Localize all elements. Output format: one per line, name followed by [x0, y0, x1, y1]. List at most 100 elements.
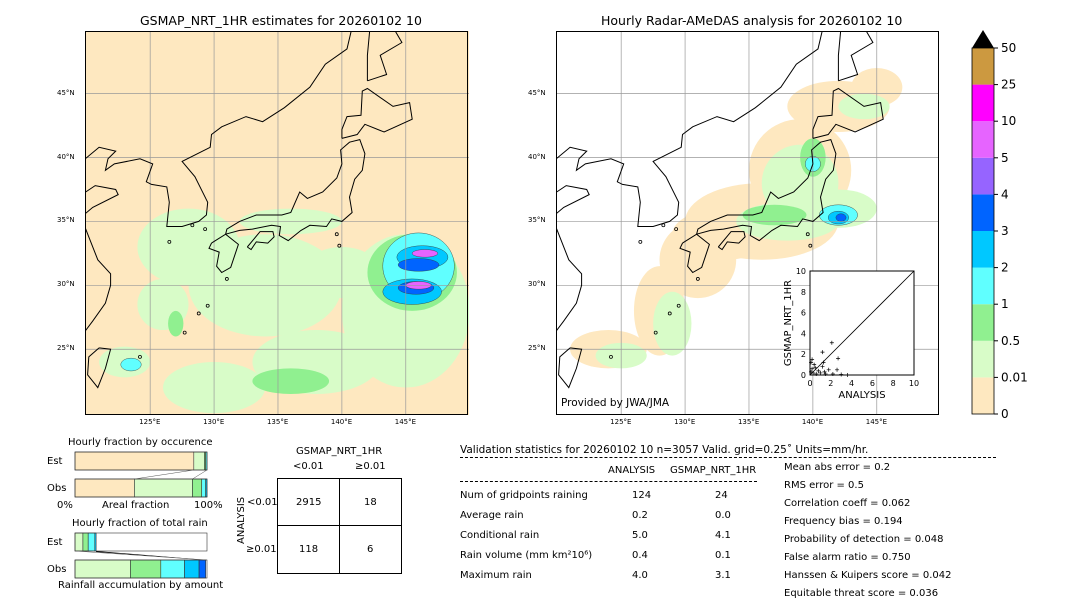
lat-tick-label: 45°N: [528, 88, 546, 97]
island: [167, 239, 172, 244]
scatter-point: [810, 357, 815, 362]
colorbar-extend-arrow: [972, 30, 994, 48]
obs-label-2: Obs: [47, 564, 67, 575]
colorbar-swatch: [972, 340, 994, 378]
island: [205, 303, 210, 308]
stats-analysis-value: 0.4: [632, 550, 648, 561]
rain-area: [252, 368, 330, 394]
lon-tick-label: 140°E: [801, 418, 824, 426]
coastline-kyushu: [679, 233, 710, 274]
fraction-segment: [94, 532, 97, 552]
scatter-point: [811, 370, 816, 375]
fraction-segment: [192, 478, 203, 498]
scatter-ylabel: GSMAP_NRT_1HR: [783, 280, 794, 366]
credit-text: Provided by JWA/JMA: [561, 397, 670, 409]
y-tick-label: 4: [801, 329, 806, 338]
stats-gsmap-value: 0.0: [715, 510, 731, 521]
fraction-segment: [74, 532, 84, 552]
stats-col-analysis: ANALYSIS: [608, 465, 656, 476]
one-to-one-line: [809, 270, 915, 376]
connector: [134, 469, 194, 480]
island: [653, 330, 658, 335]
x-tick-label: 4: [849, 379, 854, 388]
stats-analysis-value: 0.2: [632, 510, 648, 521]
ct-row-0: <0.01: [247, 497, 278, 508]
score-line: Correlation coeff = 0.062: [784, 498, 911, 509]
map-frame: [85, 31, 468, 415]
x-tick-label: 10: [909, 379, 919, 388]
rain-area: [120, 357, 142, 372]
scatter-point: [845, 373, 850, 377]
fraction-segment: [74, 559, 131, 579]
rain-area: [168, 310, 184, 337]
coastline-shandong: [85, 185, 119, 215]
island: [808, 243, 813, 248]
ct-cell: 6: [367, 544, 374, 555]
bar-frame: [74, 559, 208, 579]
scatter-point: [835, 367, 840, 372]
coastline-mainland: [85, 31, 352, 227]
island: [695, 277, 700, 281]
scatter-point: [818, 370, 823, 375]
lon-tick-label: 135°E: [266, 418, 289, 426]
stats-analysis-value: 4.0: [632, 570, 648, 581]
score-line: Hanssen & Kuipers score = 0.042: [784, 570, 952, 581]
scatter-point: [813, 365, 818, 370]
score-line: Frequency bias = 0.194: [784, 516, 903, 527]
island: [182, 330, 187, 335]
colorbar-label: 10: [1001, 114, 1016, 128]
coastline-honshu: [696, 139, 837, 242]
stats-col-gsmap: GSMAP_NRT_1HR: [670, 465, 757, 476]
bar-frame: [74, 478, 208, 498]
y-tick-label: 6: [801, 309, 806, 318]
island: [661, 223, 666, 228]
coastline-shikoku: [246, 231, 275, 251]
accumulation-label: Rainfall accumulation by amount: [58, 580, 224, 591]
ct-title: GSMAP_NRT_1HR: [296, 446, 383, 457]
coastline-china_s: [85, 225, 112, 333]
stats-row-label: Num of gridpoints raining: [460, 490, 588, 501]
score-line: Equitable threat score = 0.036: [784, 588, 939, 599]
colorbar-label: 4: [1001, 187, 1009, 201]
est-label: Est: [47, 456, 63, 467]
colorbar-label: 5: [1001, 151, 1009, 165]
scatter-xlabel: ANALYSIS: [838, 390, 885, 401]
stats-gsmap-value: 3.1: [715, 570, 731, 581]
ct-cell: 18: [364, 497, 377, 508]
colorbar-swatch: [972, 84, 994, 122]
colorbar-swatch: [972, 304, 994, 341]
lat-tick-label: 35°N: [528, 216, 546, 225]
x-tick-label: 0: [807, 379, 812, 388]
ct-col-1: ≥0.01: [355, 461, 386, 472]
x-tick-label: 8: [891, 379, 896, 388]
colorbar-label: 1: [1001, 297, 1009, 311]
coastline-hokkaido: [341, 87, 413, 139]
stats-header: Validation statistics for 20260102 10 n=…: [460, 444, 869, 456]
lon-tick-label: 125°E: [139, 418, 161, 426]
y-tick-label: 10: [796, 267, 806, 276]
colorbar-swatch: [972, 194, 994, 231]
coastline-shandong: [556, 185, 590, 215]
fraction-segment: [201, 478, 206, 498]
stats-gsmap-value: 0.1: [715, 550, 731, 561]
colorbar-label: 2: [1001, 261, 1009, 275]
lat-tick-label: 45°N: [57, 88, 75, 97]
coastline-mainland: [556, 31, 823, 227]
colorbar-swatch: [972, 48, 994, 85]
island: [203, 227, 208, 231]
y-tick-label: 2: [801, 350, 806, 359]
ct-cell: 2915: [296, 497, 322, 508]
scatter-point: [820, 364, 825, 369]
fraction-segment: [87, 532, 96, 552]
fraction-segment: [74, 478, 135, 498]
fraction-segment: [74, 451, 195, 471]
lon-tick-label: 145°E: [865, 418, 888, 426]
scatter-point: [826, 367, 831, 372]
colorbar-swatch: [972, 121, 994, 158]
lat-tick-label: 35°N: [57, 216, 75, 225]
stats-row-label: Conditional rain: [460, 530, 540, 541]
island: [334, 232, 339, 237]
fraction-bars: [74, 451, 208, 579]
scatter-point: [809, 369, 814, 374]
lon-tick-label: 130°E: [674, 418, 696, 426]
